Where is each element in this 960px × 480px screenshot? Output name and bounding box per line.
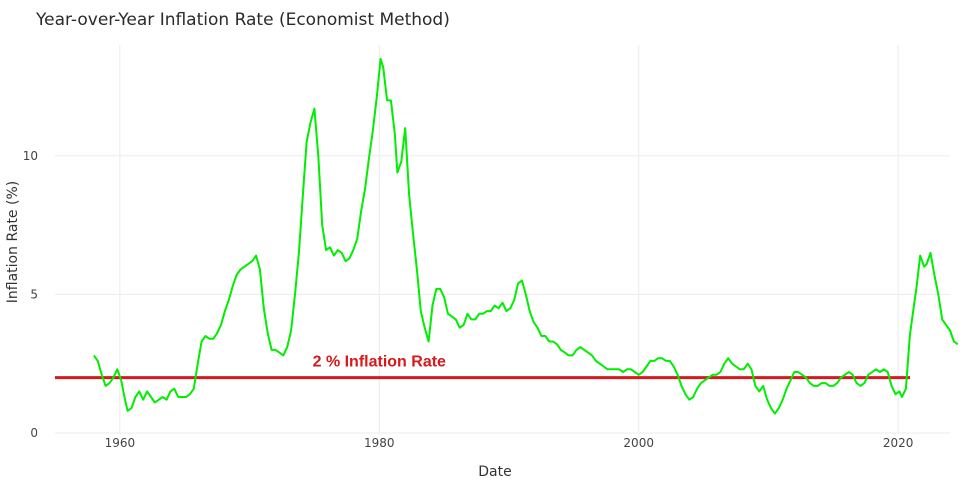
y-tick-label: 10 [23, 149, 38, 163]
tick-labels: 0 5 10 1960 1980 2000 2020 [23, 149, 914, 450]
grid [55, 45, 950, 434]
reference-line-layer: 2 % Inflation Rate [55, 354, 910, 380]
x-tick-label: 2000 [623, 436, 654, 450]
inflation-series-line [93, 57, 959, 415]
y-tick-label: 0 [30, 426, 38, 440]
series-layer [93, 57, 959, 415]
x-tick-label: 1980 [364, 436, 395, 450]
y-tick-label: 5 [30, 287, 38, 301]
chart-title: Year-over-Year Inflation Rate (Economist… [35, 10, 450, 30]
x-axis-title: Date [478, 464, 511, 480]
y-axis-title: Inflation Rate (%) [5, 181, 21, 303]
x-tick-label: 2020 [883, 436, 914, 450]
x-tick-label: 1960 [105, 436, 136, 450]
target-line-label: 2 % Inflation Rate [313, 354, 446, 371]
